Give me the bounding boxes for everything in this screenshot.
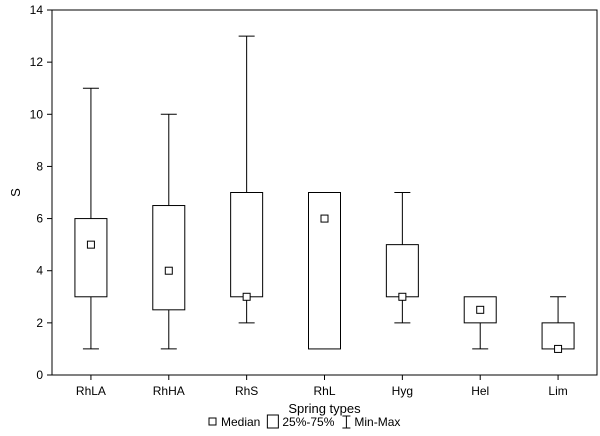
median-marker (242, 292, 251, 301)
x-axis: RhLA RhHA RhS RhL Hyg Hel Lim (76, 375, 568, 398)
median-marker (320, 214, 329, 223)
y-axis-label: S (8, 188, 23, 197)
x-tick-label: RhS (235, 384, 258, 398)
iqr-box (74, 218, 108, 298)
y-tick-label: 4 (36, 264, 43, 278)
legend-entry-box: 25%-75% (266, 414, 335, 429)
y-tick-label: 10 (30, 107, 44, 121)
legend-label: Median (221, 415, 260, 429)
box-Hel (463, 296, 497, 350)
legend-box-symbol (266, 414, 279, 429)
y-tick-label: 12 (30, 55, 44, 69)
x-tick-label: RhHA (153, 384, 185, 398)
iqr-box (230, 192, 264, 298)
y-tick-label: 0 (36, 368, 43, 382)
iqr-box (385, 244, 419, 298)
y-tick-label: 14 (30, 3, 44, 17)
legend-entry-median-square: Median (208, 415, 260, 429)
median-marker (476, 305, 485, 314)
box-Hyg (385, 192, 419, 324)
x-tick-label: Lim (548, 384, 567, 398)
median-marker (86, 240, 95, 249)
box-RhS (230, 35, 264, 324)
x-axis-label: Spring types (288, 401, 361, 416)
box-RhLA (74, 87, 108, 350)
box-RhHA (152, 113, 186, 350)
legend: Median 25%-75% Min-Max (208, 414, 400, 429)
y-tick-label: 2 (36, 316, 43, 330)
box-Lim (541, 296, 575, 353)
legend-median-symbol (208, 417, 217, 426)
y-tick-label: 6 (36, 212, 43, 226)
median-marker (554, 344, 563, 353)
y-axis: 0 2 4 6 8 10 12 14 (30, 3, 52, 382)
legend-entry-whisker: Min-Max (342, 415, 400, 429)
y-tick-label: 8 (36, 159, 43, 173)
box-RhL (308, 192, 341, 350)
x-tick-label: Hyg (392, 384, 413, 398)
box-series (74, 35, 575, 353)
x-tick-label: RhLA (76, 384, 106, 398)
legend-label: Min-Max (354, 415, 400, 429)
iqr-box (541, 322, 575, 350)
x-tick-label: Hel (471, 384, 489, 398)
x-tick-label: RhL (313, 384, 335, 398)
median-marker (164, 266, 173, 275)
median-marker (398, 292, 407, 301)
legend-label: 25%-75% (282, 415, 334, 429)
iqr-box (152, 205, 186, 311)
